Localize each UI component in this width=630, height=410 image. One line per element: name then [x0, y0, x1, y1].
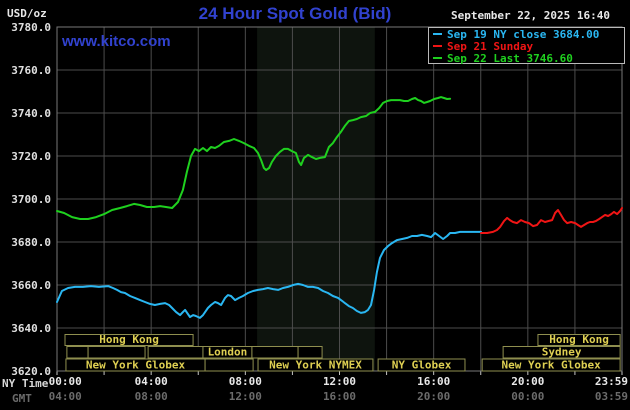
y-tick-label: 3760.0 — [11, 63, 51, 77]
session-label: Sydney — [542, 346, 582, 359]
x-tick-label-gmt: 08:00 — [134, 390, 168, 403]
session-box-new-york-nymex — [257, 358, 374, 372]
session-label: New York Globex — [501, 359, 601, 372]
session-box-ny-globex — [377, 358, 466, 372]
session-box — [66, 346, 89, 359]
x-tick-label-ny: 23:59 — [594, 375, 628, 388]
session-label: London — [208, 346, 248, 359]
session-label: New York Globex — [86, 359, 186, 372]
kitco-watermark-link[interactable]: www.kitco.com — [62, 33, 171, 50]
red-line-swatch — [433, 45, 442, 47]
session-box — [147, 346, 204, 359]
x-tick-label-ny: 04:00 — [134, 375, 168, 388]
x-tick-label-ny: 12:00 — [322, 375, 357, 388]
x-axis-name-gmt: GMT — [12, 392, 32, 405]
x-axis-name-ny-time: NY Time — [2, 377, 49, 390]
cyan-line-swatch — [433, 33, 442, 35]
price-line-sep-21-sunday — [480, 207, 623, 234]
x-tick-label-gmt: 00:00 — [511, 390, 545, 403]
page-title: 24 Hour Spot Gold (Bid) — [198, 4, 392, 23]
price-line-sep-22-last-3746.60 — [56, 96, 452, 220]
session-box — [297, 346, 323, 359]
session-box — [251, 346, 299, 359]
x-tick-label-gmt: 12:00 — [228, 390, 262, 403]
legend-item-sep21: Sep 21 Sunday — [432, 41, 624, 53]
price-line-sep-19-ny-close-3684.00 — [56, 230, 482, 319]
legend-box: Sep 19 NY close 3684.00 Sep 21 Sunday Se… — [428, 27, 625, 65]
session-label: NY Globex — [392, 359, 452, 372]
x-tick-label-gmt: 04:00 — [48, 390, 82, 403]
session-box-hong-kong — [64, 334, 194, 346]
y-tick-label: 3680.0 — [11, 235, 51, 249]
x-tick-label-ny: 16:00 — [417, 375, 451, 388]
x-tick-label-gmt: 16:00 — [322, 390, 357, 403]
y-tick-label: 3720.0 — [11, 149, 51, 163]
y-tick-label: 3740.0 — [11, 106, 51, 120]
x-tick-label-gmt: 20:00 — [417, 390, 451, 403]
legend-label: Sep 19 NY close 3684.00 — [447, 28, 600, 41]
x-tick-label-ny: 08:00 — [228, 375, 262, 388]
unit-label: USD/oz — [7, 7, 47, 20]
session-label: Hong Kong — [99, 333, 159, 346]
green-line-swatch — [433, 57, 442, 59]
x-tick-label-ny: 00:00 — [48, 375, 82, 388]
session-box — [204, 358, 254, 372]
y-tick-label: 3780.0 — [11, 20, 51, 34]
legend-item-sep22: Sep 22 Last 3746.60 — [432, 53, 624, 65]
chart-timestamp: September 22, 2025 16:40 — [451, 9, 610, 22]
x-tick-label-ny: 20:00 — [511, 375, 545, 388]
legend-label: Sep 21 Sunday — [447, 40, 534, 53]
y-tick-label: 3700.0 — [11, 192, 51, 206]
legend-label: Sep 22 Last 3746.60 — [447, 52, 573, 65]
session-label: New York NYMEX — [269, 359, 362, 372]
legend-item-sep19: Sep 19 NY close 3684.00 — [432, 29, 624, 41]
session-box-sydney — [502, 346, 621, 359]
session-box-hong-kong — [537, 334, 621, 346]
session-label: Hong Kong — [549, 333, 609, 346]
session-box — [87, 346, 146, 359]
y-tick-label: 3620.0 — [11, 364, 51, 378]
x-tick-label-gmt: 03:59 — [594, 390, 628, 403]
session-box-new-york-globex — [481, 358, 621, 372]
y-tick-label: 3640.0 — [11, 321, 51, 335]
y-tick-label: 3660.0 — [11, 278, 51, 292]
